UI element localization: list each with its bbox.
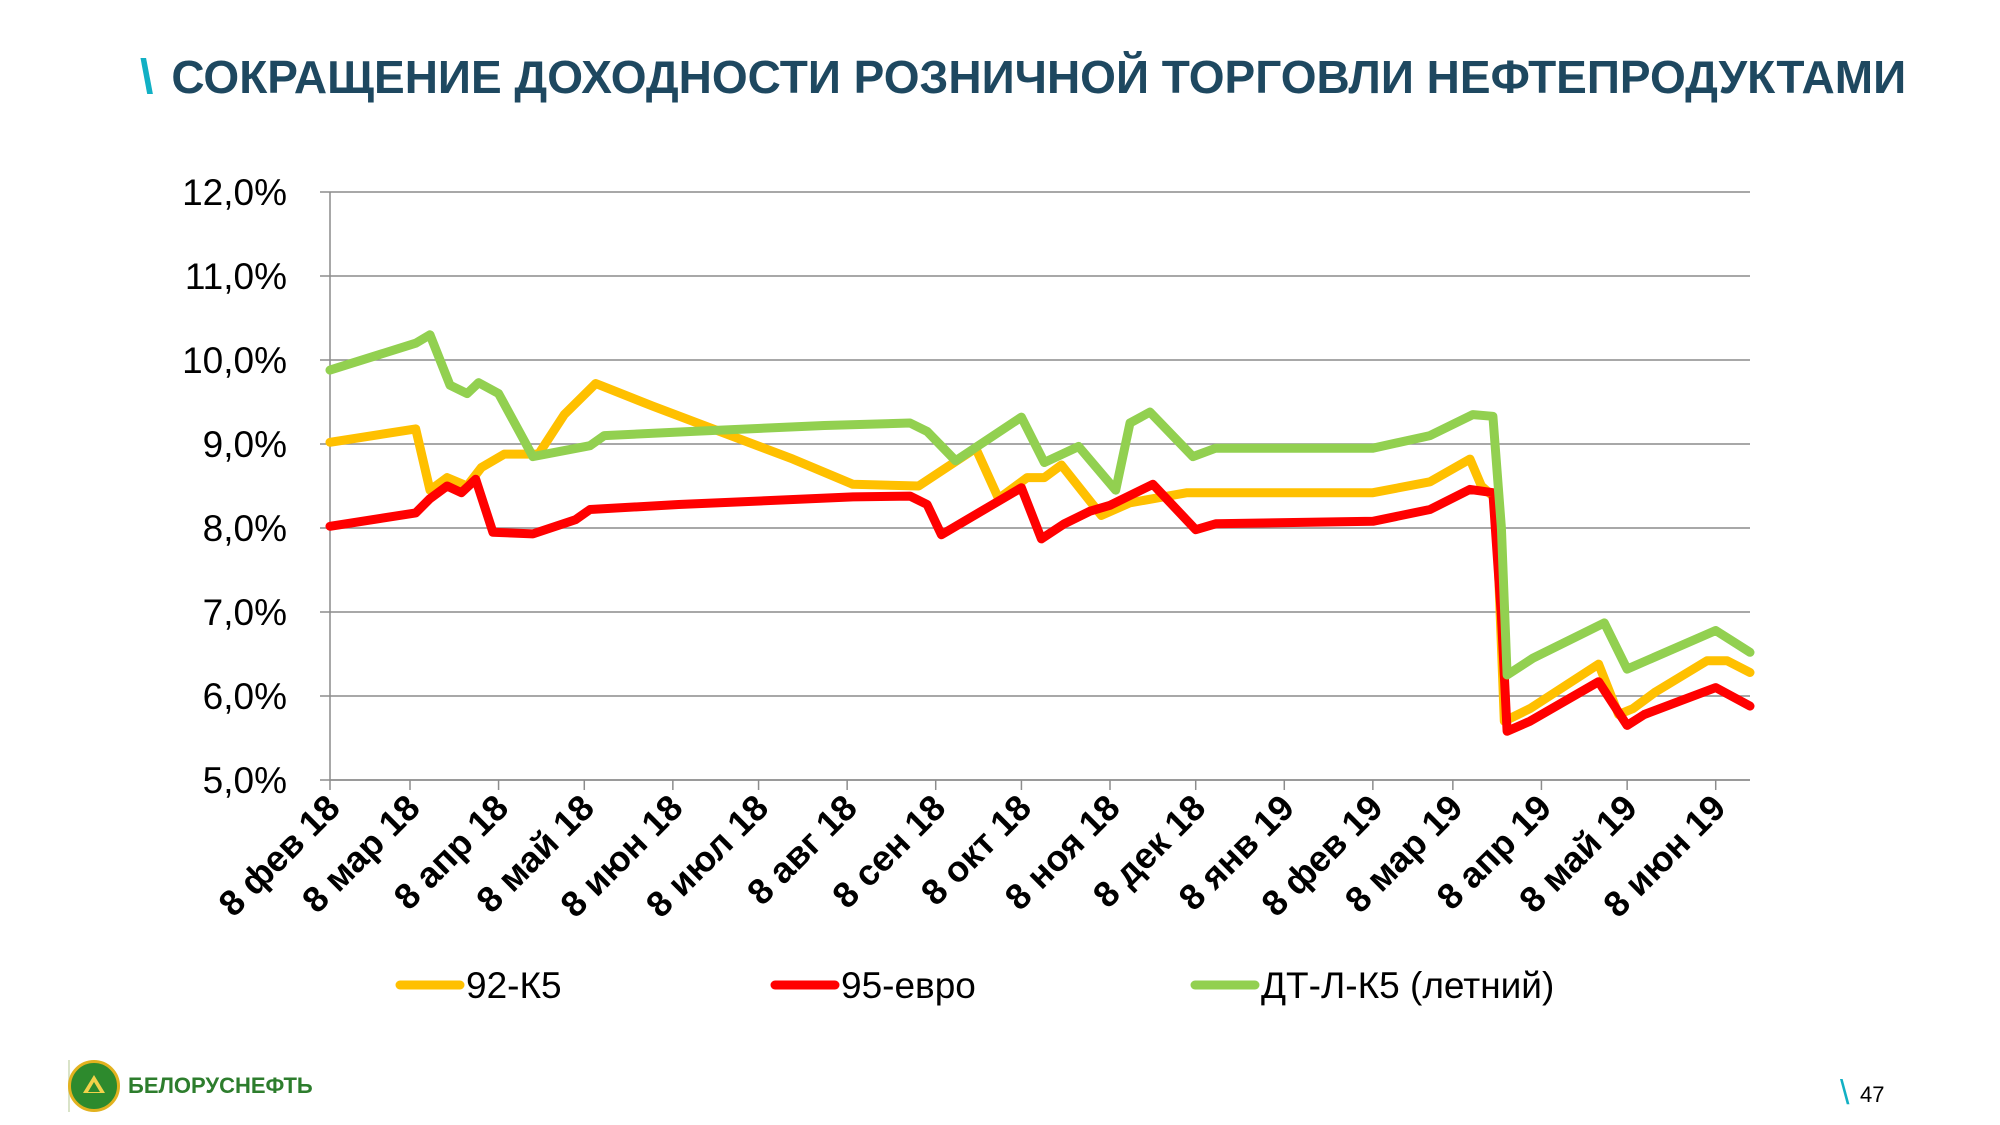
legend-label: 95-евро [841,965,976,1006]
line-chart: 5,0% 6,0% 7,0% 8,0% 9,0% 10,0% 11,0% 12,0% 8 фе… [182,172,1755,1006]
page-number: 47 [1860,1082,1885,1107]
y-tick-label: 12,0% [182,172,287,213]
series-line [325,474,1755,736]
x-axis [329,192,1750,781]
grid-lines [330,191,1750,781]
y-tick-label: 11,0% [185,256,287,297]
y-tick-label: 8,0% [203,508,287,549]
legend-label: ДТ-Л-К5 (летний) [1261,965,1554,1006]
slide-header: \ СОКРАЩЕНИЕ ДОХОДНОСТИ РОЗНИЧНОЙ ТОРГОВ… [140,42,1940,112]
legend: 92-К5 95-евро ДТ-Л-К5 (летний) [395,965,1554,1006]
y-tick-label: 5,0% [203,760,287,801]
slide-title: СОКРАЩЕНИЕ ДОХОДНОСТИ РОЗНИЧНОЙ ТОРГОВЛИ… [171,51,1907,103]
y-tick-label: 9,0% [203,424,287,465]
logo-text: БЕЛОРУСНЕФТЬ [128,1073,313,1098]
series-line [325,379,1755,726]
title-mark: \ [140,50,154,104]
legend-label: 92-К5 [466,965,562,1006]
y-tick-label: 10,0% [182,340,287,381]
company-logo: БЕЛОРУСНЕФТЬ [68,1058,368,1114]
x-axis-ticks: 8 фев 188 мар 188 апр 188 май 188 июн 18… [210,780,1733,925]
page-number-mark: \ [1840,1074,1850,1112]
y-tick-label: 6,0% [203,676,287,717]
y-tick-label: 7,0% [203,592,287,633]
logo-emblem-icon [68,1060,120,1112]
y-axis-ticks: 5,0% 6,0% 7,0% 8,0% 9,0% 10,0% 11,0% 12,0% [182,172,330,801]
series-lines [325,330,1755,736]
series-line [325,330,1755,680]
